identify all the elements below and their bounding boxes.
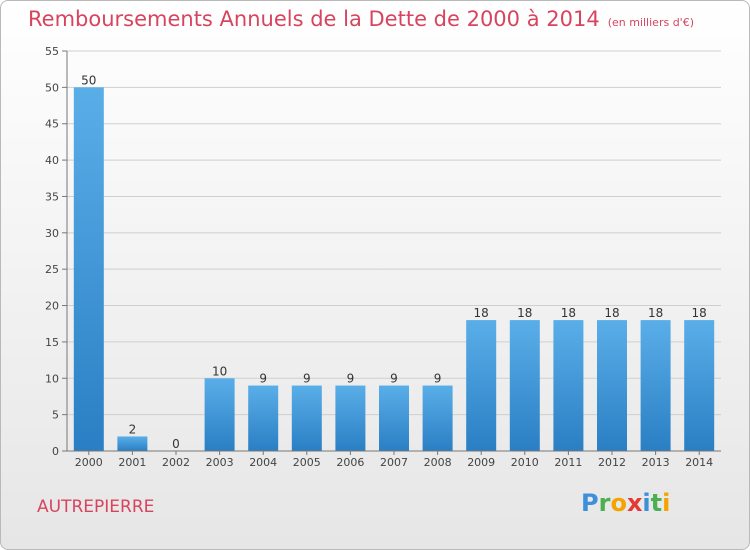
bar-2008 bbox=[422, 385, 453, 451]
bar-2005 bbox=[291, 385, 322, 451]
x-tick-label: 2000 bbox=[75, 456, 103, 469]
data-label: 9 bbox=[347, 372, 355, 386]
y-tick-label: 40 bbox=[45, 154, 59, 167]
y-tick-label: 5 bbox=[52, 409, 59, 422]
y-tick-label: 20 bbox=[45, 300, 59, 313]
x-tick-label: 2014 bbox=[685, 456, 713, 469]
bar-2010 bbox=[509, 320, 540, 451]
bar-2006 bbox=[335, 385, 366, 451]
logo-letter: r bbox=[598, 489, 611, 517]
x-tick-label: 2003 bbox=[206, 456, 234, 469]
logo-letter: i bbox=[642, 489, 651, 517]
data-label: 10 bbox=[212, 364, 227, 378]
data-label: 18 bbox=[517, 306, 532, 320]
bar-2013 bbox=[640, 320, 671, 451]
data-label: 9 bbox=[303, 372, 311, 386]
logo-letter: P bbox=[581, 489, 599, 517]
x-tick-label: 2001 bbox=[118, 456, 146, 469]
logo-letter: i bbox=[662, 489, 671, 517]
logo-letter: x bbox=[626, 489, 643, 517]
x-tick-label: 2013 bbox=[642, 456, 670, 469]
x-tick-label: 2009 bbox=[467, 456, 495, 469]
proxiti-logo: Proxiti bbox=[581, 489, 670, 517]
y-tick-label: 10 bbox=[45, 372, 59, 385]
logo-letter: t bbox=[650, 489, 663, 517]
x-tick-label: 2007 bbox=[380, 456, 408, 469]
x-tick-label: 2006 bbox=[336, 456, 364, 469]
data-label: 18 bbox=[648, 306, 663, 320]
x-tick-label: 2005 bbox=[293, 456, 321, 469]
data-label: 18 bbox=[692, 306, 707, 320]
x-tick-label: 2004 bbox=[249, 456, 277, 469]
data-label: 9 bbox=[434, 372, 442, 386]
bar-2001 bbox=[117, 436, 148, 451]
chart-unit: (en milliers d'€) bbox=[607, 16, 694, 29]
bar-2009 bbox=[466, 320, 497, 451]
data-label: 2 bbox=[129, 422, 137, 436]
y-tick-label: 25 bbox=[45, 263, 59, 276]
chart-title-text: Remboursements Annuels de la Dette de 20… bbox=[28, 7, 600, 31]
x-tick-label: 2012 bbox=[598, 456, 626, 469]
bar-2007 bbox=[379, 385, 409, 451]
x-tick-label: 2008 bbox=[424, 456, 452, 469]
data-label: 18 bbox=[604, 306, 619, 320]
data-label: 9 bbox=[390, 372, 398, 386]
chart-title: Remboursements Annuels de la Dette de 20… bbox=[28, 7, 694, 31]
y-tick-label: 30 bbox=[45, 227, 59, 240]
data-label: 0 bbox=[172, 437, 180, 451]
commune-name: AUTREPIERRE bbox=[37, 497, 155, 517]
bar-2014 bbox=[684, 320, 715, 451]
data-label: 18 bbox=[474, 306, 489, 320]
x-tick-label: 2010 bbox=[511, 456, 539, 469]
data-label: 18 bbox=[561, 306, 576, 320]
y-tick-label: 55 bbox=[45, 45, 59, 58]
bar-2012 bbox=[597, 320, 627, 451]
x-tick-label: 2002 bbox=[162, 456, 190, 469]
bar-2011 bbox=[553, 320, 584, 451]
data-label: 50 bbox=[81, 73, 96, 87]
y-tick-label: 45 bbox=[45, 118, 59, 131]
bar-2003 bbox=[204, 378, 235, 451]
bar-2000 bbox=[73, 87, 104, 451]
y-tick-label: 35 bbox=[45, 190, 59, 203]
x-tick-label: 2011 bbox=[554, 456, 582, 469]
bar-2004 bbox=[248, 385, 279, 451]
y-tick-label: 0 bbox=[52, 445, 59, 458]
y-tick-label: 15 bbox=[45, 336, 59, 349]
y-tick-label: 50 bbox=[45, 81, 59, 94]
logo-letter: o bbox=[610, 489, 627, 517]
data-label: 9 bbox=[259, 372, 267, 386]
